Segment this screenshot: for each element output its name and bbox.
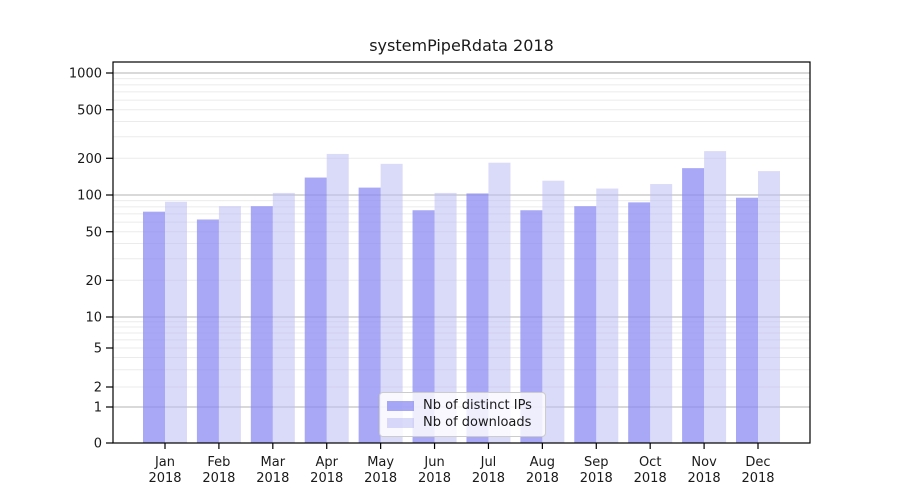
x-tick-label-year: 2018: [741, 471, 774, 486]
x-tick-label-year: 2018: [418, 471, 451, 486]
y-tick-label: 0: [94, 437, 102, 452]
y-tick-label: 20: [85, 274, 102, 289]
bars: [143, 151, 780, 444]
x-tick-label-month: Mar: [261, 455, 286, 470]
y-tick-label: 1000: [69, 67, 102, 82]
bar-downloads-dec: [758, 171, 780, 444]
bar-downloads-jun: [434, 192, 457, 443]
x-tick-label-month: Apr: [315, 455, 338, 470]
bar-ips-jan: [143, 211, 165, 443]
y-tick-label: 100: [77, 189, 102, 204]
x-tick-label-year: 2018: [688, 471, 721, 486]
bar-ips-sep: [574, 206, 597, 443]
legend-label-downloads: Nb of downloads: [423, 415, 532, 431]
x-tick-label-year: 2018: [148, 471, 181, 486]
legend-label-distinct-ips: Nb of distinct IPs: [423, 397, 532, 413]
y-tick-label: 50: [85, 225, 102, 240]
x-tick-label-month: Dec: [745, 455, 770, 470]
bar-downloads-sep: [596, 188, 619, 443]
x-tick-label-month: Sep: [584, 455, 609, 470]
bar-downloads-feb: [218, 206, 241, 443]
bar-downloads-aug: [542, 180, 565, 443]
x-tick-label-month: Oct: [639, 455, 661, 470]
x-tick-label-month: Aug: [530, 455, 555, 470]
x-tick-label-year: 2018: [364, 471, 397, 486]
y-tick-label: 2: [94, 381, 102, 396]
legend-swatch-downloads: [387, 418, 414, 429]
bar-downloads-nov: [704, 151, 727, 443]
bar-ips-oct: [628, 202, 651, 443]
bar-ips-jul: [466, 193, 489, 443]
x-tick-label-month: Jun: [423, 455, 444, 470]
bar-ips-feb: [196, 219, 219, 443]
y-tick-label: 1: [94, 401, 102, 416]
x-tick-label-year: 2018: [580, 471, 613, 486]
bar-downloads-jul: [488, 162, 511, 443]
bar-ips-mar: [250, 206, 273, 443]
y-tick-label: 500: [77, 103, 102, 118]
bar-ips-apr: [304, 177, 327, 444]
y-tick-label: 5: [94, 342, 102, 357]
x-tick-label-month: Feb: [207, 455, 230, 470]
legend-item-downloads: Nb of downloads: [380, 416, 545, 430]
x-tick-label-year: 2018: [526, 471, 559, 486]
bar-downloads-jan: [165, 201, 187, 443]
y-tick-label: 10: [85, 311, 102, 326]
x-tick-label-month: Jan: [154, 455, 175, 470]
x-tick-label-month: May: [367, 455, 394, 470]
bar-ips-dec: [736, 197, 758, 443]
bar-downloads-mar: [272, 192, 295, 443]
x-tick-label-year: 2018: [634, 471, 667, 486]
plot-border: [112, 61, 811, 444]
x-axis: Jan2018Feb2018Mar2018Apr2018May2018Jun20…: [148, 443, 775, 486]
x-tick-label-year: 2018: [256, 471, 289, 486]
legend-swatch-distinct-ips: [387, 400, 414, 411]
bar-downloads-may: [380, 163, 403, 443]
bar-downloads-oct: [650, 184, 673, 444]
x-tick-label-month: Nov: [691, 455, 717, 470]
x-tick-label-month: Jul: [480, 455, 497, 470]
chart-title: systemPipeRdata 2018: [369, 36, 554, 55]
bar-ips-jun: [412, 210, 435, 443]
x-tick-label-year: 2018: [472, 471, 505, 486]
legend: Nb of distinct IPs Nb of downloads: [379, 392, 546, 437]
bar-ips-may: [358, 187, 381, 443]
legend-item-distinct-ips: Nb of distinct IPs: [380, 397, 545, 413]
x-tick-label-year: 2018: [310, 471, 343, 486]
y-tick-label: 200: [77, 152, 102, 167]
y-axis: 0 1 2 5 10 20 50 100 200 500 1000: [69, 67, 113, 452]
bar-downloads-apr: [326, 153, 349, 444]
bar-ips-nov: [682, 168, 705, 443]
bar-ips-aug: [520, 210, 543, 443]
x-tick-label-year: 2018: [202, 471, 235, 486]
